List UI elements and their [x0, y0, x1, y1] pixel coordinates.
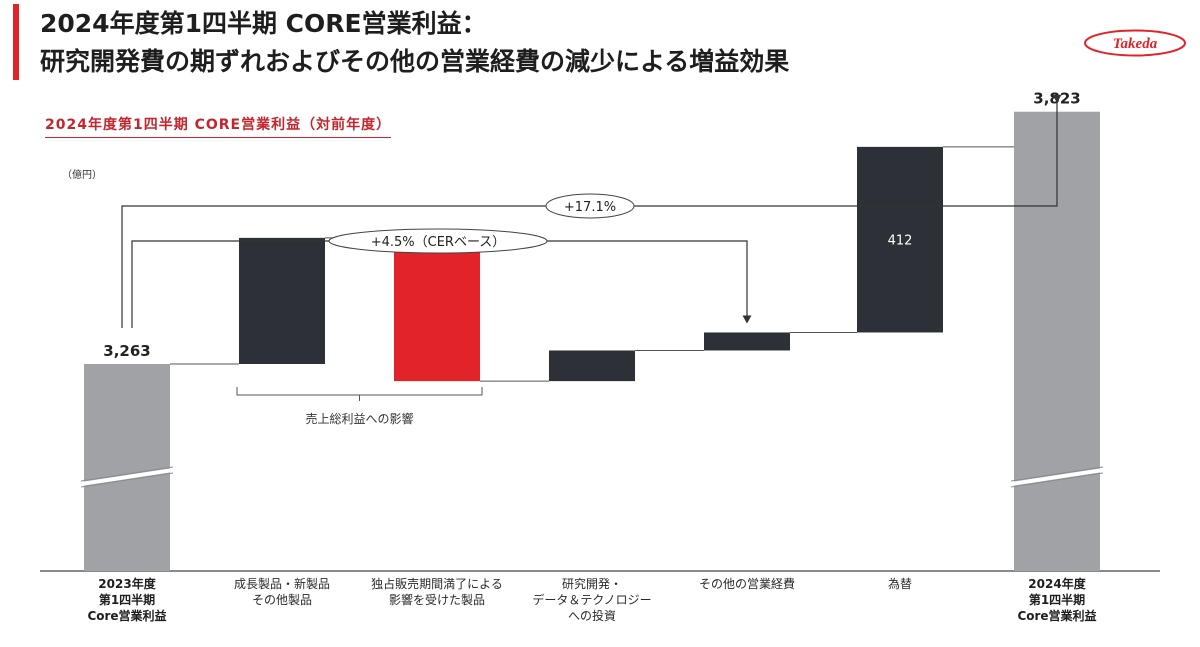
page-title-line-1: 2024年度第1四半期 CORE営業利益： [40, 9, 487, 38]
unit-label: （億円） [62, 170, 102, 181]
axis-break-line [80, 472, 174, 488]
category-label-line: 2024年度 [1028, 577, 1086, 591]
growth-label: +17.1% [564, 200, 616, 215]
category-label-end: 2024年度 第1四半期 Core営業利益 [982, 576, 1132, 624]
category-label-line: 影響を受けた製品 [388, 593, 485, 607]
chart-subtitle: 2024年度第1四半期 CORE営業利益（対前年度） [45, 114, 392, 138]
bar-loe [394, 237, 480, 382]
category-label-line: 第1四半期 [1028, 593, 1086, 607]
value-label-start: 3,263 [103, 342, 150, 360]
axis-break-line [80, 466, 174, 482]
category-label-line: 研究開発・ [561, 577, 622, 591]
category-label-loe: 独占販売期間満了による 影響を受けた製品 [362, 576, 512, 608]
growth-arrow-head [1052, 94, 1062, 103]
category-label-line: その他の営業経費 [698, 577, 795, 591]
page-title-line-2: 研究開発費の期ずれおよびその他の営業経費の減少による増益効果 [40, 47, 790, 76]
axis-break-line [1010, 466, 1104, 482]
takeda-logo-text: Takeda [1113, 36, 1158, 52]
growth-arrow-head [742, 315, 752, 324]
title-accent-bar [13, 4, 19, 80]
category-label-line: への投資 [567, 609, 616, 623]
axis-break-line [1010, 472, 1104, 488]
takeda-logo: Takeda [1084, 29, 1186, 57]
growth-pill [328, 228, 548, 254]
gross-profit-bracket [236, 387, 483, 396]
category-label-line: Core営業利益 [1017, 609, 1097, 623]
category-label-fx: 為替 [825, 576, 975, 592]
category-label-rd: 研究開発・データ＆テクノロジー への投資 [517, 576, 667, 624]
value-label-fx: 412 [888, 234, 913, 249]
category-label-line: Core営業利益 [87, 609, 167, 623]
bar-growth [239, 237, 325, 364]
gross-profit-bracket-label: 売上総利益への影響 [305, 411, 413, 426]
bar-start [84, 364, 170, 571]
bar-rd [549, 350, 635, 382]
category-label-line: その他製品 [251, 593, 312, 607]
growth-label: +4.5%（CERベース） [371, 235, 506, 250]
category-label-line: 為替 [887, 577, 912, 591]
bar-fx [857, 146, 943, 333]
bar-opex [704, 332, 790, 351]
category-label-line: 独占販売期間満了による [371, 577, 503, 591]
category-label-growth: 成長製品・新製品 その他製品 [207, 576, 357, 608]
category-label-opex: その他の営業経費 [672, 576, 822, 592]
category-label-line: 第1四半期 [98, 593, 156, 607]
category-label-line: 成長製品・新製品 [233, 577, 330, 591]
axis-break-mark [81, 468, 173, 486]
category-label-line: データ＆テクノロジー [532, 593, 652, 607]
category-label-line: 2023年度 [98, 577, 156, 591]
category-label-start: 2023年度 第1四半期 Core営業利益 [52, 576, 202, 624]
growth-pill [545, 193, 635, 219]
axis-break-mark [1011, 468, 1103, 486]
